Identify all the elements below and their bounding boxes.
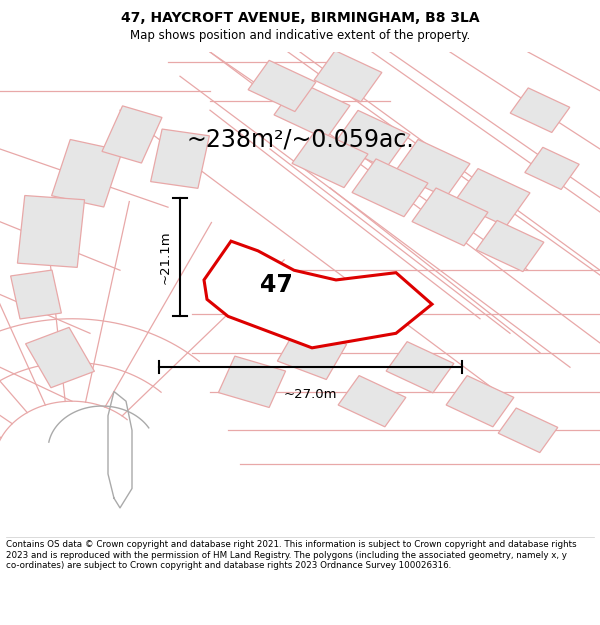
Text: ~21.1m: ~21.1m <box>158 230 172 284</box>
Polygon shape <box>204 241 432 348</box>
Polygon shape <box>277 326 347 379</box>
Polygon shape <box>338 376 406 427</box>
Polygon shape <box>334 111 410 168</box>
Polygon shape <box>498 408 558 452</box>
Polygon shape <box>52 139 122 207</box>
Polygon shape <box>248 61 316 112</box>
Text: Contains OS data © Crown copyright and database right 2021. This information is : Contains OS data © Crown copyright and d… <box>6 540 577 570</box>
Polygon shape <box>314 51 382 102</box>
Text: 47: 47 <box>260 272 292 297</box>
Polygon shape <box>510 88 570 132</box>
Text: 47, HAYCROFT AVENUE, BIRMINGHAM, B8 3LA: 47, HAYCROFT AVENUE, BIRMINGHAM, B8 3LA <box>121 11 479 26</box>
Text: ~27.0m: ~27.0m <box>284 388 337 401</box>
Polygon shape <box>292 130 368 188</box>
Polygon shape <box>102 106 162 163</box>
Polygon shape <box>412 188 488 246</box>
Polygon shape <box>26 328 94 388</box>
Polygon shape <box>17 196 85 268</box>
Polygon shape <box>446 376 514 427</box>
Polygon shape <box>386 342 454 393</box>
Polygon shape <box>352 159 428 217</box>
Polygon shape <box>218 356 286 408</box>
Text: Map shows position and indicative extent of the property.: Map shows position and indicative extent… <box>130 29 470 42</box>
Polygon shape <box>454 169 530 226</box>
Polygon shape <box>274 81 350 139</box>
Polygon shape <box>394 139 470 198</box>
Text: ~238m²/~0.059ac.: ~238m²/~0.059ac. <box>186 127 414 151</box>
Polygon shape <box>476 221 544 272</box>
Polygon shape <box>11 270 61 319</box>
Polygon shape <box>151 129 209 188</box>
Polygon shape <box>525 148 579 189</box>
